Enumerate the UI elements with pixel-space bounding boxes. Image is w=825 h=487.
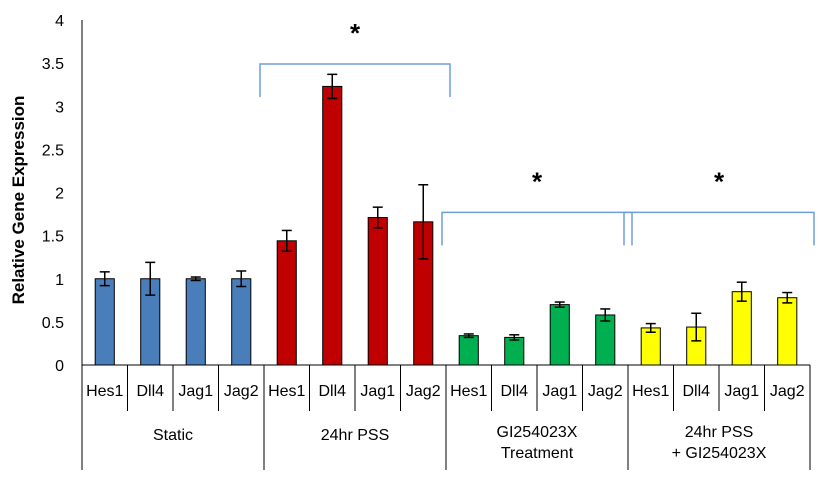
x-category-label: Hes1 bbox=[632, 383, 669, 400]
x-category-label: Hes1 bbox=[450, 383, 487, 400]
bar bbox=[549, 304, 570, 366]
significance-bracket: * bbox=[623, 166, 815, 246]
y-tick-label: 3.5 bbox=[42, 56, 64, 73]
significance-bracket: * bbox=[441, 166, 633, 246]
bars bbox=[94, 85, 798, 366]
y-tick-label: 1 bbox=[55, 272, 64, 289]
error-bar bbox=[236, 270, 247, 288]
bar bbox=[595, 314, 616, 366]
error-bar bbox=[554, 301, 565, 308]
y-tick-label: 4 bbox=[55, 13, 64, 30]
y-axis-title-group: Relative Gene Expression bbox=[9, 96, 28, 305]
y-axis-ticks: 0 0.5 1 1.5 2 2.5 3 3.5 4 bbox=[42, 13, 64, 375]
significance-star: * bbox=[532, 166, 543, 196]
bar bbox=[231, 278, 252, 366]
bracket-line bbox=[441, 211, 633, 246]
bar bbox=[276, 240, 297, 366]
bracket-line bbox=[259, 63, 451, 97]
x-category-label: Hes1 bbox=[86, 383, 123, 400]
x-group-label: 24hr PSS bbox=[321, 427, 389, 444]
error-bar bbox=[372, 206, 383, 229]
error-bar bbox=[281, 229, 292, 252]
significance-star: * bbox=[350, 18, 361, 48]
bar bbox=[777, 297, 798, 366]
x-category-label: Dll4 bbox=[682, 383, 710, 400]
error-bar bbox=[736, 281, 747, 302]
error-bar bbox=[691, 312, 702, 342]
x-group-label: + GI254023X bbox=[672, 445, 767, 462]
error-bar bbox=[509, 334, 520, 341]
y-tick-label: 2 bbox=[55, 186, 64, 203]
x-category-label: Jag1 bbox=[178, 383, 213, 400]
y-axis-title: Relative Gene Expression bbox=[9, 96, 28, 305]
error-bar bbox=[99, 271, 110, 287]
y-tick-label: 2.5 bbox=[42, 142, 64, 159]
x-group-label: GI254023X bbox=[497, 424, 578, 441]
bar bbox=[94, 278, 115, 366]
significance-star: * bbox=[714, 166, 725, 196]
bar bbox=[367, 217, 388, 366]
x-category-label: Jag2 bbox=[406, 383, 441, 400]
error-bar bbox=[145, 261, 156, 296]
x-category-label: Jag2 bbox=[588, 383, 623, 400]
x-axis: Hes1 Dll4 Jag1 Jag2 Static Hes1 Dll4 Jag1 Jag2 24… bbox=[81, 20, 811, 470]
significance-brackets: * * * bbox=[259, 18, 815, 246]
error-bar bbox=[645, 322, 656, 333]
x-group-label: Static bbox=[153, 427, 193, 444]
bar bbox=[185, 278, 206, 366]
error-bar bbox=[190, 276, 201, 282]
bracket-line bbox=[623, 211, 815, 246]
y-tick-label: 0 bbox=[55, 358, 64, 375]
y-tick-label: 0.5 bbox=[42, 315, 64, 332]
x-category-label: Dll4 bbox=[136, 383, 164, 400]
error-bars bbox=[99, 73, 793, 342]
error-bar bbox=[463, 333, 474, 339]
bar bbox=[458, 335, 479, 366]
error-bar bbox=[327, 73, 338, 100]
significance-bracket: * bbox=[259, 18, 451, 97]
x-category-label: Jag1 bbox=[360, 383, 395, 400]
error-bar bbox=[418, 183, 429, 260]
y-tick-label: 3 bbox=[55, 99, 64, 116]
x-category-label: Jag1 bbox=[542, 383, 577, 400]
x-category-label: Hes1 bbox=[268, 383, 305, 400]
bar bbox=[504, 336, 525, 366]
bar bbox=[322, 85, 343, 366]
x-category-label: Jag2 bbox=[224, 383, 259, 400]
x-category-label: Jag1 bbox=[724, 383, 759, 400]
x-category-label: Jag2 bbox=[770, 383, 805, 400]
x-category-label: Dll4 bbox=[500, 383, 528, 400]
x-group-label: Treatment bbox=[501, 445, 574, 462]
x-group-label: 24hr PSS bbox=[685, 424, 753, 441]
x-category-label: Dll4 bbox=[318, 383, 346, 400]
y-tick-label: 1.5 bbox=[42, 229, 64, 246]
error-bar bbox=[782, 291, 793, 304]
error-bar bbox=[600, 308, 611, 322]
bar bbox=[731, 291, 752, 366]
bar bbox=[640, 327, 661, 366]
